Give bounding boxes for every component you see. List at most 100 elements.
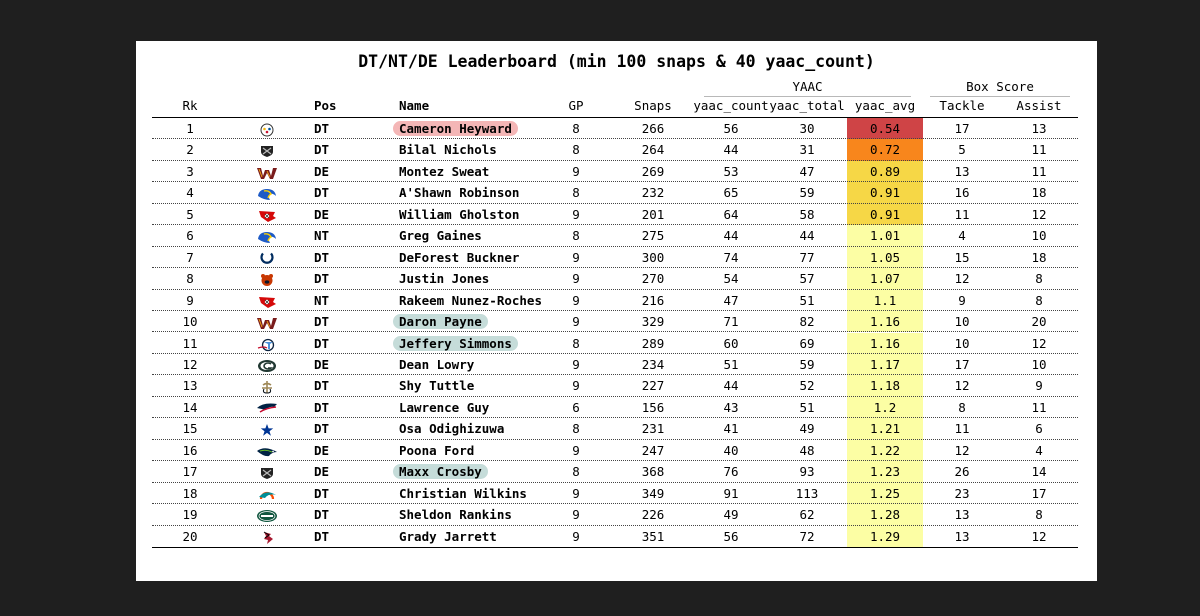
- cell-yaac-total: 57: [799, 271, 815, 287]
- cell-gp: 6: [572, 399, 580, 415]
- cell-tackle: 23: [954, 485, 970, 501]
- cell-yaac-avg: 1.21: [869, 421, 901, 437]
- cell-yaac-avg: 1.1: [873, 292, 897, 308]
- header-gp: GP: [568, 98, 584, 113]
- table-row: 18 DT Christian Wilkins 9 349 91 113 1.25 23 17: [136, 482, 1097, 505]
- cell-pos: DT: [314, 249, 330, 265]
- cell-rk: 13: [182, 378, 198, 394]
- cell-snaps: 247: [641, 442, 665, 458]
- cell-yaac-count: 40: [723, 442, 739, 458]
- cell-yaac-total: 30: [799, 121, 815, 136]
- cell-rk: 12: [182, 356, 198, 372]
- cell-rk: 18: [182, 485, 198, 501]
- cell-tackle: 17: [954, 356, 970, 372]
- cell-yaac-avg: 0.91: [869, 185, 901, 201]
- cell-tackle: 5: [958, 142, 966, 158]
- header-name: Name: [399, 98, 430, 113]
- table-row: 19 DT Sheldon Rankins 9 226 49 62 1.28 13 8: [136, 504, 1097, 526]
- cell-pos: DE: [314, 442, 330, 458]
- cell-name-wrap: William Gholston: [399, 204, 525, 225]
- cell-yaac-count: 51: [723, 356, 739, 372]
- cell-assist: 11: [1031, 163, 1047, 179]
- cell-assist: 12: [1031, 206, 1047, 222]
- cell-yaac-count: 44: [723, 378, 739, 394]
- cell-yaac-avg: 0.91: [869, 206, 901, 222]
- cell-yaac-count: 54: [723, 271, 739, 287]
- jets-logo: [256, 508, 278, 523]
- cell-name: Grady Jarrett: [399, 528, 497, 544]
- cell-tackle: 13: [954, 163, 970, 179]
- cell-name-wrap: Poona Ford: [399, 440, 480, 461]
- yaac-avg-heat-cell: [847, 461, 923, 483]
- rams-logo: [256, 186, 278, 201]
- header-yaac-total: yaac_total: [769, 98, 845, 113]
- cell-yaac-avg: 1.16: [869, 314, 901, 330]
- cell-name: William Gholston: [399, 206, 520, 222]
- cell-rk: 11: [182, 335, 198, 351]
- row-divider: [152, 138, 1078, 140]
- table-row: 6 NT Greg Gaines 8 275 44 44 1.01 4 10: [136, 225, 1097, 247]
- cell-name-wrap: Sheldon Rankins: [399, 504, 518, 525]
- cell-gp: 9: [572, 528, 580, 544]
- yaac-avg-heat-cell: [847, 139, 923, 161]
- row-divider: [152, 503, 1078, 505]
- cell-name-wrap: Dean Lowry: [399, 354, 480, 375]
- cell-assist: 9: [1035, 378, 1043, 394]
- cell-assist: 8: [1035, 507, 1043, 523]
- cell-name: Lawrence Guy: [399, 399, 490, 415]
- cell-tackle: 10: [954, 335, 970, 351]
- cell-yaac-avg: 1.22: [869, 442, 901, 458]
- cell-name: Christian Wilkins: [399, 485, 527, 501]
- cell-pos: DT: [314, 335, 330, 351]
- table-row: 5 DE William Gholston 9 201 64 58 0.91 11 12: [136, 203, 1097, 226]
- cell-yaac-avg: 1.28: [869, 507, 901, 523]
- cell-gp: 9: [572, 378, 580, 394]
- cell-snaps: 368: [641, 464, 665, 480]
- raiders-logo: [256, 465, 278, 480]
- row-divider: [152, 395, 1078, 397]
- cell-yaac-total: 82: [799, 314, 815, 330]
- cell-yaac-avg: 0.89: [869, 163, 901, 179]
- cell-snaps: 232: [641, 185, 665, 201]
- yaac-avg-heat-cell: [847, 118, 923, 140]
- cell-tackle: 4: [958, 228, 966, 244]
- cell-name: Jeffery Simmons: [393, 335, 518, 351]
- cell-yaac-total: 77: [799, 249, 815, 265]
- cell-gp: 8: [572, 335, 580, 351]
- cell-name-wrap: DeForest Buckner: [399, 247, 525, 268]
- header-yaac-count: yaac_count: [693, 98, 769, 113]
- cell-tackle: 12: [954, 378, 970, 394]
- table-row: 16 DE Poona Ford 9 247 40 48 1.22 12 4: [136, 439, 1097, 462]
- yaac-avg-heat-cell: [847, 182, 923, 204]
- header-yaac-avg: yaac_avg: [854, 98, 916, 113]
- cell-yaac-total: 47: [799, 163, 815, 179]
- row-divider: [152, 331, 1078, 333]
- table-row: 11 DT Jeffery Simmons 8 289 60 69 1.16 10 12: [136, 332, 1097, 354]
- titans-logo: [256, 337, 278, 351]
- cell-gp: 9: [572, 507, 580, 523]
- cell-assist: 6: [1035, 421, 1043, 437]
- cell-assist: 10: [1031, 356, 1047, 372]
- yaac-avg-heat-cell: [847, 160, 923, 183]
- cell-name-wrap: Bilal Nichols: [399, 139, 503, 160]
- cell-name: Shy Tuttle: [399, 378, 475, 394]
- cell-name: Montez Sweat: [399, 163, 490, 179]
- cell-pos: DT: [314, 485, 330, 501]
- cell-snaps: 226: [641, 507, 665, 523]
- cell-yaac-avg: 1.18: [869, 378, 901, 394]
- cell-tackle: 17: [954, 121, 970, 136]
- cell-yaac-avg: 1.05: [869, 249, 901, 265]
- cell-tackle: 8: [958, 399, 966, 415]
- commanders-logo: [256, 165, 278, 179]
- cell-name: Maxx Crosby: [393, 464, 488, 480]
- group-underline-box-score: [930, 96, 1070, 97]
- cell-name: Bilal Nichols: [399, 142, 497, 158]
- cell-gp: 8: [572, 142, 580, 158]
- cell-name: Rakeem Nunez-Roches: [399, 292, 542, 308]
- cell-yaac-count: 56: [723, 528, 739, 544]
- cell-yaac-total: 48: [799, 442, 815, 458]
- cell-tackle: 10: [954, 314, 970, 330]
- cell-snaps: 216: [641, 292, 665, 308]
- seahawks-logo: [256, 444, 278, 458]
- cell-yaac-total: 113: [795, 485, 819, 501]
